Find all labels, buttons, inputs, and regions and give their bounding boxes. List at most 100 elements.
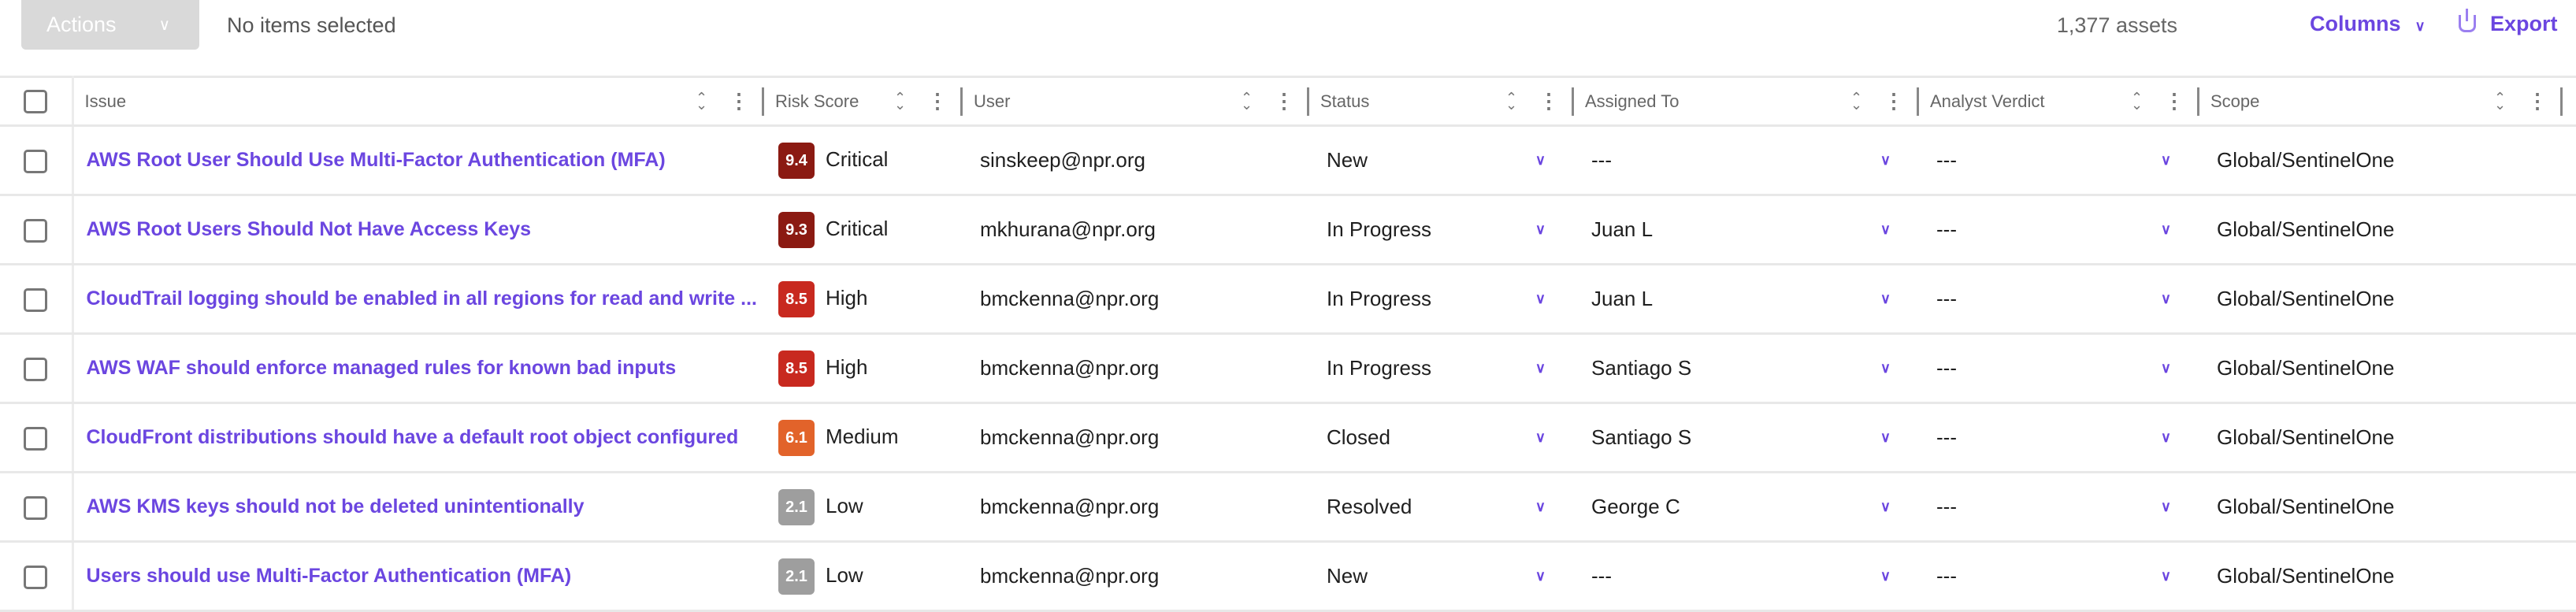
verdict-dropdown[interactable]: --- ∨ [1919, 541, 2199, 612]
status-dropdown[interactable]: Resolved ∨ [1309, 472, 1574, 543]
column-header[interactable]: Status ⌃ ⌄ ⋮ [1309, 76, 1574, 127]
issue-link[interactable]: AWS KMS keys should not be deleted unint… [72, 472, 764, 543]
assignee-dropdown[interactable]: Santiago S ∨ [1574, 402, 1919, 473]
row-checkbox[interactable] [24, 287, 47, 312]
more-options-icon[interactable]: ⋮ [729, 89, 749, 113]
table-row[interactable]: AWS Root User Should Use Multi-Factor Au… [0, 125, 2576, 196]
table-row[interactable]: CloudFront distributions should have a d… [0, 402, 2576, 473]
row-checkbox[interactable] [24, 565, 47, 589]
sort-icon[interactable]: ⌃ ⌄ [1850, 89, 1863, 113]
status-dropdown[interactable]: Closed ∨ [1309, 402, 1574, 473]
column-label: Risk Score [775, 91, 859, 111]
verdict-value: --- [1936, 148, 1957, 172]
row-checkbox[interactable] [24, 495, 47, 520]
column-resize-handle[interactable] [1572, 87, 1574, 116]
assignee-dropdown[interactable]: Juan L ∨ [1574, 264, 1919, 335]
actions-button[interactable]: Actions ∨ [21, 0, 199, 50]
verdict-dropdown[interactable]: --- ∨ [1919, 472, 2199, 543]
issue-link[interactable]: AWS WAF should enforce managed rules for… [72, 333, 764, 404]
assignee-value: Santiago S [1591, 425, 1692, 449]
scope-cell: Global/SentinelOne [2199, 195, 2563, 265]
status-dropdown[interactable]: In Progress ∨ [1309, 333, 1574, 404]
sort-icon[interactable]: ⌃ ⌄ [2131, 89, 2144, 113]
verdict-dropdown[interactable]: --- ∨ [1919, 402, 2199, 473]
sort-icon[interactable]: ⌃ ⌄ [1241, 89, 1253, 113]
more-options-icon[interactable]: ⋮ [2164, 89, 2184, 113]
table-row[interactable]: CloudTrail logging should be enabled in … [0, 264, 2576, 335]
chevron-down-icon: ∨ [1880, 499, 1891, 514]
assignee-value: --- [1591, 564, 1612, 588]
sort-icon[interactable]: ⌃ ⌄ [696, 89, 708, 113]
user-cell: sinskeep@npr.org [963, 125, 1309, 196]
column-header[interactable]: Scope ⌃ ⌄ ⋮ [2199, 76, 2563, 127]
sort-icon[interactable]: ⌃ ⌄ [894, 89, 907, 113]
columns-button[interactable]: Columns ∨ [2310, 12, 2426, 36]
column-header[interactable]: Assigned To ⌃ ⌄ ⋮ [1574, 76, 1919, 127]
issue-link[interactable]: CloudFront distributions should have a d… [72, 402, 764, 473]
column-label: User [974, 91, 1011, 111]
row-checkbox[interactable] [24, 218, 47, 243]
status-dropdown[interactable]: In Progress ∨ [1309, 264, 1574, 335]
column-header[interactable]: Analyst Verdict ⌃ ⌄ ⋮ [1919, 76, 2199, 127]
table-row[interactable]: AWS WAF should enforce managed rules for… [0, 333, 2576, 404]
verdict-value: --- [1936, 564, 1957, 588]
more-options-icon[interactable]: ⋮ [1884, 89, 1904, 113]
assignee-dropdown[interactable]: --- ∨ [1574, 541, 1919, 612]
column-header[interactable]: User ⌃ ⌄ ⋮ [963, 76, 1309, 127]
chevron-down-icon: ∨ [2160, 360, 2171, 376]
verdict-dropdown[interactable]: --- ∨ [1919, 195, 2199, 265]
row-spacer [2563, 264, 2576, 335]
issue-link[interactable]: CloudTrail logging should be enabled in … [72, 264, 764, 335]
chevron-down-icon: ∨ [2160, 152, 2171, 168]
row-checkbox[interactable] [24, 357, 47, 381]
sort-icon[interactable]: ⌃ ⌄ [2494, 89, 2507, 113]
verdict-dropdown[interactable]: --- ∨ [1919, 264, 2199, 335]
status-dropdown[interactable]: In Progress ∨ [1309, 195, 1574, 265]
assignee-dropdown[interactable]: Juan L ∨ [1574, 195, 1919, 265]
chevron-down-icon: ∨ [1880, 429, 1891, 445]
column-header[interactable]: Risk Score ⌃ ⌄ ⋮ [764, 76, 963, 127]
column-resize-handle[interactable] [762, 87, 764, 116]
column-resize-handle[interactable] [1307, 87, 1309, 116]
scope-cell: Global/SentinelOne [2199, 541, 2563, 612]
table-row[interactable]: AWS KMS keys should not be deleted unint… [0, 472, 2576, 543]
chevron-down-icon: ∨ [2160, 568, 2171, 584]
status-dropdown[interactable]: New ∨ [1309, 125, 1574, 196]
status-value: In Progress [1327, 356, 1431, 380]
issue-link[interactable]: AWS Root Users Should Not Have Access Ke… [72, 195, 764, 265]
assignee-dropdown[interactable]: --- ∨ [1574, 125, 1919, 196]
row-select-cell [0, 195, 74, 265]
more-options-icon[interactable]: ⋮ [927, 89, 948, 113]
column-resize-handle[interactable] [960, 87, 963, 116]
export-button[interactable]: Export [2459, 9, 2558, 36]
row-spacer [2563, 333, 2576, 404]
chevron-down-icon: ∨ [1535, 429, 1546, 445]
more-options-icon[interactable]: ⋮ [1539, 89, 1559, 113]
column-resize-handle[interactable] [1917, 87, 1919, 116]
issue-link[interactable]: Users should use Multi-Factor Authentica… [72, 541, 764, 612]
chevron-down-icon: ∨ [1535, 568, 1546, 584]
status-value: Closed [1327, 425, 1390, 449]
row-checkbox[interactable] [24, 426, 47, 451]
chevron-down-icon: ∨ [1880, 291, 1891, 306]
row-checkbox[interactable] [24, 149, 47, 173]
verdict-dropdown[interactable]: --- ∨ [1919, 333, 2199, 404]
more-options-icon[interactable]: ⋮ [2527, 89, 2548, 113]
severity-label: Low [826, 493, 863, 517]
issue-link[interactable]: AWS Root User Should Use Multi-Factor Au… [72, 125, 764, 196]
assignee-dropdown[interactable]: George C ∨ [1574, 472, 1919, 543]
verdict-dropdown[interactable]: --- ∨ [1919, 125, 2199, 196]
chevron-down-icon: ∨ [1535, 221, 1546, 237]
column-header[interactable]: Issue ⌃ ⌄ ⋮ [72, 76, 764, 127]
status-dropdown[interactable]: New ∨ [1309, 541, 1574, 612]
more-options-icon[interactable]: ⋮ [1274, 89, 1294, 113]
export-label: Export [2490, 12, 2558, 35]
assignee-dropdown[interactable]: Santiago S ∨ [1574, 333, 1919, 404]
risk-score-badge: 2.1 [778, 488, 815, 525]
column-resize-handle[interactable] [2560, 87, 2563, 116]
select-all-checkbox[interactable] [24, 89, 47, 113]
table-row[interactable]: AWS Root Users Should Not Have Access Ke… [0, 195, 2576, 265]
table-row[interactable]: Users should use Multi-Factor Authentica… [0, 541, 2576, 612]
column-resize-handle[interactable] [2197, 87, 2199, 116]
sort-icon[interactable]: ⌃ ⌄ [1505, 89, 1518, 113]
